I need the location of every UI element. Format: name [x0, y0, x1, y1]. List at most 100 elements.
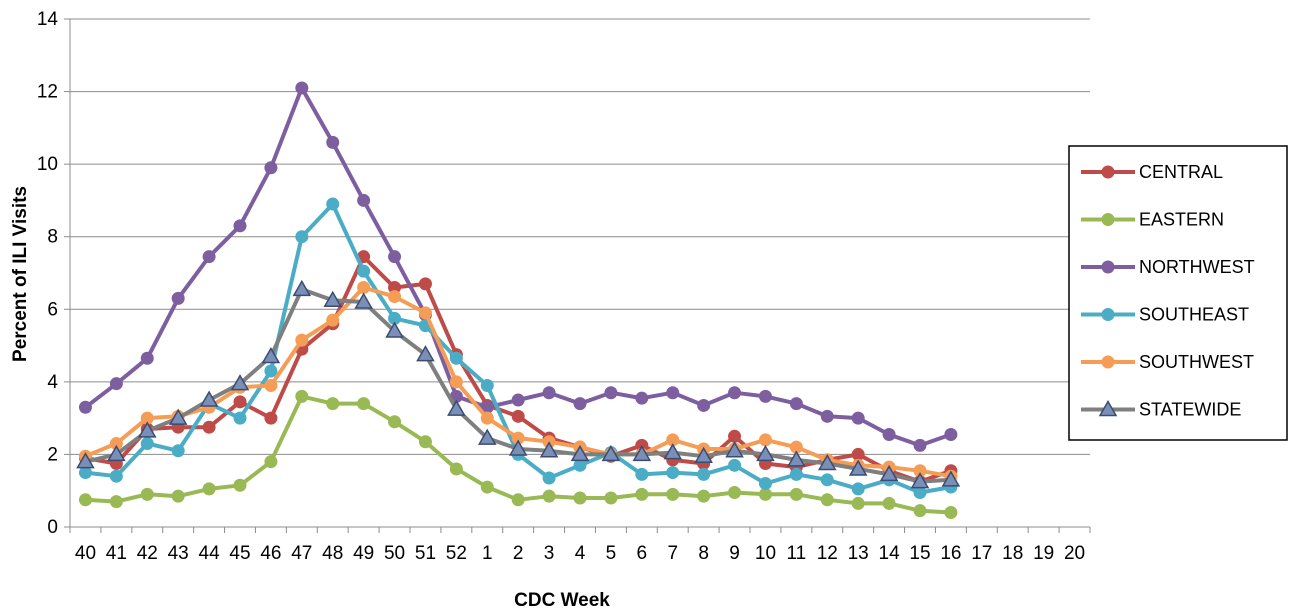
data-point [511, 493, 525, 507]
data-point [295, 230, 309, 244]
data-point [573, 397, 587, 411]
data-point [171, 291, 185, 305]
data-point [728, 429, 742, 443]
y-tick-label: 2 [47, 444, 58, 465]
data-point [913, 486, 927, 500]
data-point [913, 438, 927, 452]
gridlines [70, 18, 1090, 455]
data-point [388, 281, 402, 295]
data-point [635, 391, 649, 405]
data-point [820, 493, 834, 507]
data-point [666, 487, 680, 501]
data-point [140, 487, 154, 501]
legend-marker [1101, 165, 1115, 179]
y-tick-label: 8 [47, 227, 58, 248]
data-point [480, 400, 494, 414]
x-tick-label: 46 [260, 543, 281, 564]
data-point [78, 466, 92, 480]
y-tick-label: 10 [37, 154, 58, 175]
data-point [171, 489, 185, 503]
data-point [202, 482, 216, 496]
x-tick-label: 16 [940, 543, 961, 564]
data-point [820, 409, 834, 423]
legend-item-southwest: SOUTHWEST [1081, 352, 1254, 372]
data-point [357, 264, 371, 278]
x-axis: 40 41 42 43 44 45 46 47 48 49 50 51 52 1 2 3 4 5 6 7 8 9 10 11 1… [69, 526, 1091, 564]
data-point [913, 464, 927, 478]
data-point [944, 505, 958, 519]
series-statewide [76, 279, 961, 489]
data-point [449, 375, 463, 389]
series-northwest [78, 81, 958, 452]
x-tick-label: 43 [168, 543, 189, 564]
y-tick-label: 4 [47, 372, 58, 393]
data-point [511, 393, 525, 407]
data-point [787, 450, 806, 467]
data-point [140, 437, 154, 451]
data-point [851, 482, 865, 496]
y-tick-label: 6 [47, 299, 58, 320]
data-point [511, 431, 525, 445]
data-point [573, 491, 587, 505]
legend-label: SOUTHWEST [1139, 352, 1254, 372]
legend-label: NORTHWEST [1139, 257, 1255, 277]
legend-label: STATEWIDE [1139, 400, 1241, 420]
data-point [604, 386, 618, 400]
x-tick-label: 49 [353, 543, 374, 564]
data-point [910, 472, 930, 489]
data-point [666, 433, 680, 447]
data-point [326, 135, 340, 149]
x-tick-label: 52 [446, 543, 467, 564]
y-axis: 0 2 4 6 8 10 12 14 [37, 9, 71, 538]
x-tick-label: 6 [637, 543, 648, 564]
data-point [109, 495, 123, 509]
series-layer [76, 81, 961, 519]
data-point [697, 398, 711, 412]
x-tick-label: 19 [1033, 543, 1054, 564]
data-point [233, 478, 247, 492]
data-point [848, 459, 868, 476]
data-point [789, 397, 803, 411]
legend-label: SOUTHEAST [1139, 305, 1249, 325]
data-point [851, 447, 865, 461]
legend-marker [1101, 213, 1115, 226]
legend-marker [1101, 355, 1115, 369]
data-point [663, 443, 683, 460]
data-point [882, 496, 896, 510]
data-point [635, 467, 649, 481]
data-point [388, 290, 402, 304]
x-tick-label: 42 [137, 543, 158, 564]
data-point [326, 197, 340, 211]
legend-marker [1101, 308, 1115, 321]
data-point [539, 441, 559, 458]
data-point [264, 161, 278, 175]
data-point [264, 378, 278, 392]
data-point [941, 470, 961, 487]
data-point [233, 411, 247, 425]
data-point [944, 427, 958, 441]
x-axis-title: CDC Week [514, 590, 610, 611]
legend-label: EASTERN [1139, 210, 1224, 230]
data-point [137, 421, 157, 438]
data-point [697, 467, 711, 481]
data-point [357, 193, 371, 207]
data-point [694, 446, 713, 463]
series-line [83, 85, 953, 448]
data-point [230, 374, 250, 391]
data-point [202, 420, 216, 434]
data-point [171, 444, 185, 458]
x-tick-label: 4 [575, 543, 586, 564]
data-point [635, 487, 649, 501]
data-point [542, 471, 556, 485]
data-point [78, 493, 92, 507]
x-tick-label: 3 [544, 543, 555, 564]
legend-box [1068, 145, 1288, 441]
data-point [879, 464, 899, 482]
data-point [326, 397, 340, 411]
legend-item-statewide: STATEWIDE [1081, 400, 1241, 420]
x-tick-label: 10 [755, 543, 776, 564]
data-point [758, 433, 772, 447]
data-point [789, 487, 803, 501]
x-tick-label: 14 [879, 543, 901, 564]
